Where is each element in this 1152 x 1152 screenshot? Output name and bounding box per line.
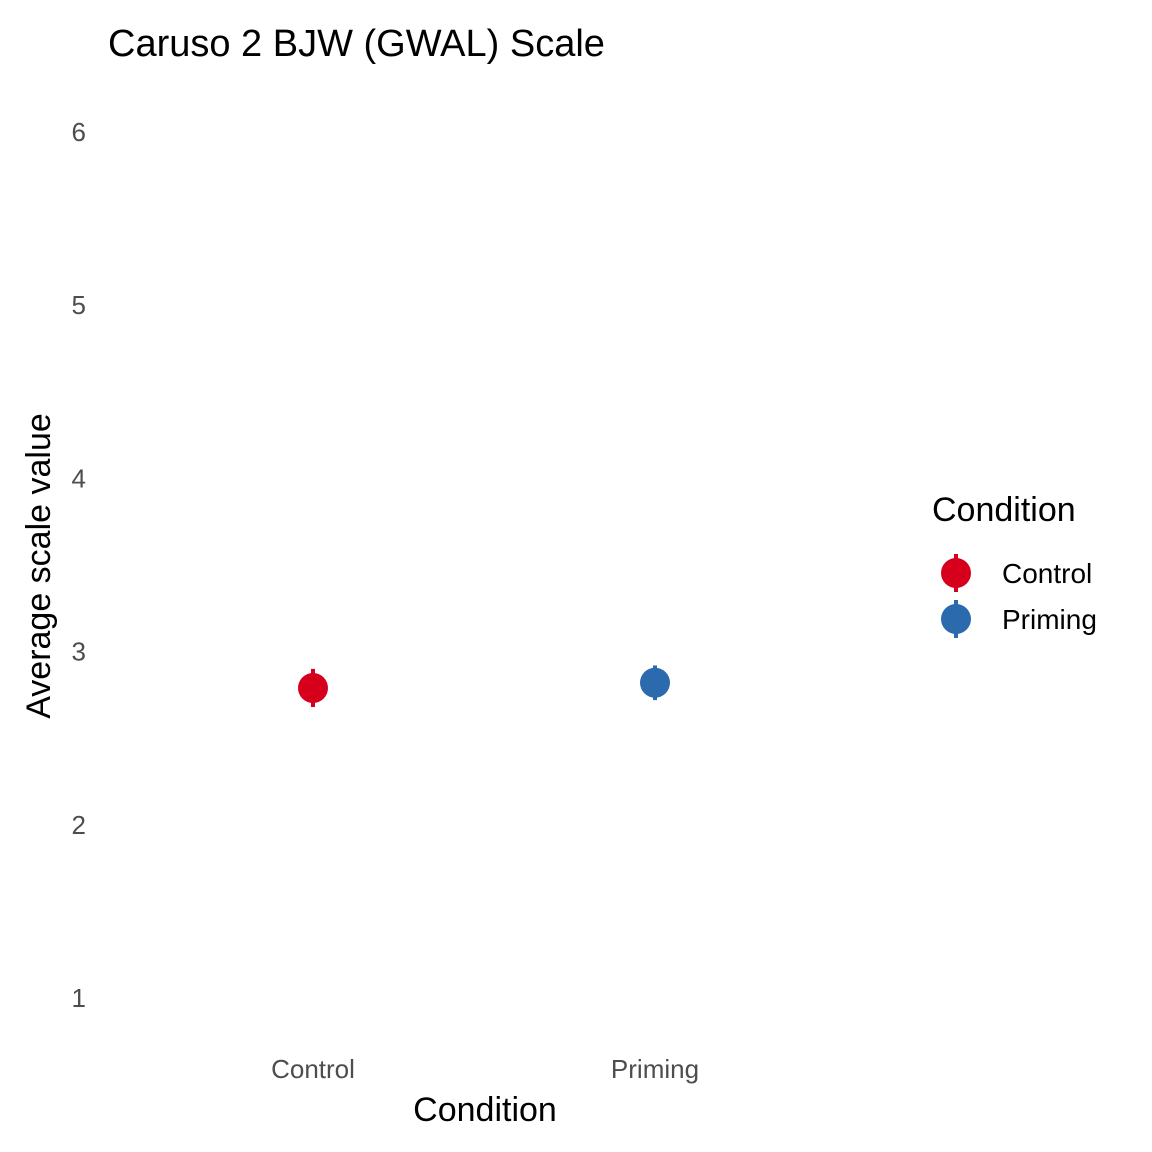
legend-items: Control Priming xyxy=(941,554,1097,638)
y-tick-label: 1 xyxy=(72,983,86,1013)
legend: Condition Control Priming xyxy=(932,491,1097,638)
x-tick-label: Priming xyxy=(611,1054,699,1084)
y-tick-label: 5 xyxy=(72,290,86,320)
x-tick-label: Control xyxy=(271,1054,355,1084)
legend-label: Priming xyxy=(1002,604,1097,635)
legend-label: Control xyxy=(1002,558,1092,589)
x-axis-ticks: Control Priming xyxy=(271,1054,699,1084)
point-control xyxy=(298,672,328,703)
y-axis-ticks: 1 2 3 4 5 6 xyxy=(72,117,86,1013)
data-points xyxy=(298,665,670,708)
y-axis-title: Average scale value xyxy=(20,413,58,719)
y-tick-label: 4 xyxy=(72,463,86,493)
legend-key-point xyxy=(941,558,971,588)
legend-item-priming: Priming xyxy=(941,600,1097,638)
legend-title: Condition xyxy=(932,491,1076,529)
y-tick-label: 2 xyxy=(72,810,86,840)
y-tick-label: 3 xyxy=(72,637,86,667)
point-priming xyxy=(640,667,670,698)
legend-key-point xyxy=(941,604,971,634)
x-axis-title: Condition xyxy=(413,1091,557,1129)
legend-item-control: Control xyxy=(941,554,1092,592)
chart-title: Caruso 2 BJW (GWAL) Scale xyxy=(108,23,605,65)
y-tick-label: 6 xyxy=(72,117,86,147)
